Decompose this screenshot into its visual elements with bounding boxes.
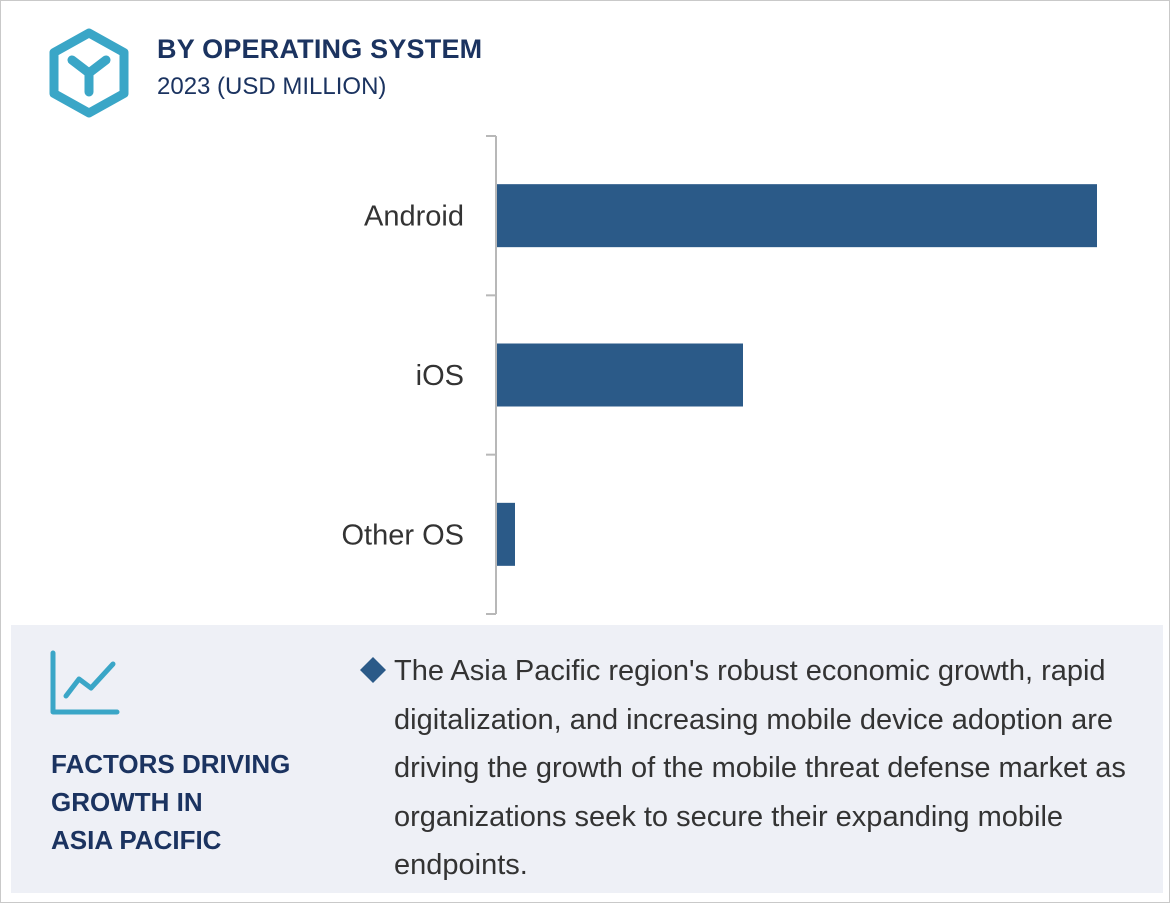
y-hexagon-icon	[49, 28, 129, 118]
bar-chart: Android iOS Other OS	[342, 135, 1097, 615]
diamond-bullet-icon	[360, 657, 386, 683]
category-label: Android	[364, 201, 464, 233]
chart-title: BY OPERATING SYSTEM	[157, 34, 483, 64]
bar	[497, 184, 1097, 248]
chart-subtitle: 2023 (USD MILLION)	[157, 73, 387, 100]
line-chart-icon	[50, 650, 120, 715]
bar	[497, 343, 743, 407]
bar	[497, 502, 515, 566]
factors-heading-line: GROWTH IN	[51, 787, 203, 817]
factors-heading-line: ASIA PACIFIC	[51, 825, 222, 855]
factors-heading-line: FACTORS DRIVING	[51, 749, 291, 779]
factors-panel: FACTORS DRIVING GROWTH IN ASIA PACIFIC T…	[11, 625, 1163, 893]
category-label: iOS	[416, 360, 464, 392]
bullet-text: The Asia Pacific region's robust economi…	[394, 655, 1126, 881]
category-label: Other OS	[342, 519, 465, 551]
factors-heading: FACTORS DRIVING GROWTH IN ASIA PACIFIC	[51, 745, 351, 859]
